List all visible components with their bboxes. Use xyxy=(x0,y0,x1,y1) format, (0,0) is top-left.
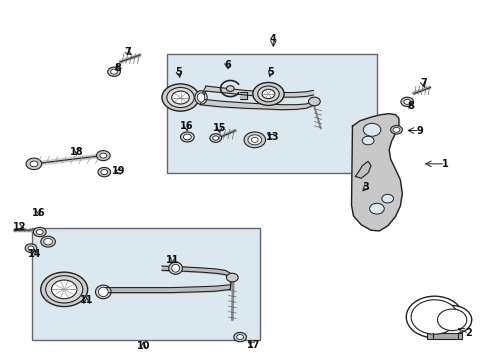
Circle shape xyxy=(226,86,234,91)
Circle shape xyxy=(253,82,284,105)
Circle shape xyxy=(44,238,52,245)
Text: 12: 12 xyxy=(13,222,26,231)
Circle shape xyxy=(213,136,219,140)
Text: 8: 8 xyxy=(408,101,415,111)
Text: 9: 9 xyxy=(416,126,423,135)
Circle shape xyxy=(251,137,258,142)
Circle shape xyxy=(41,272,88,307)
Ellipse shape xyxy=(172,264,179,272)
Text: 5: 5 xyxy=(268,67,274,77)
Text: 7: 7 xyxy=(420,78,427,88)
Circle shape xyxy=(100,153,107,158)
Circle shape xyxy=(244,132,266,148)
Text: 16: 16 xyxy=(180,121,193,131)
Circle shape xyxy=(108,67,121,76)
Text: 16: 16 xyxy=(32,208,46,218)
Text: 17: 17 xyxy=(247,340,261,350)
Circle shape xyxy=(98,167,111,177)
Circle shape xyxy=(234,332,246,342)
Text: 10: 10 xyxy=(137,341,150,351)
Bar xyxy=(427,333,462,338)
Text: 2: 2 xyxy=(466,328,472,338)
Circle shape xyxy=(41,236,55,247)
Circle shape xyxy=(51,280,77,299)
Ellipse shape xyxy=(98,287,108,297)
Circle shape xyxy=(172,91,189,104)
Ellipse shape xyxy=(195,91,207,104)
Ellipse shape xyxy=(197,93,205,102)
Bar xyxy=(167,54,377,173)
Circle shape xyxy=(438,309,467,330)
Circle shape xyxy=(26,158,42,170)
Circle shape xyxy=(369,203,384,214)
Circle shape xyxy=(46,276,83,303)
Circle shape xyxy=(262,89,275,99)
Ellipse shape xyxy=(96,285,111,299)
Text: 3: 3 xyxy=(363,182,369,192)
Text: 8: 8 xyxy=(115,63,122,73)
Circle shape xyxy=(411,300,458,334)
Text: 13: 13 xyxy=(266,132,280,142)
Circle shape xyxy=(101,170,108,175)
Circle shape xyxy=(391,126,402,134)
Circle shape xyxy=(237,334,244,339)
Circle shape xyxy=(36,229,43,234)
Circle shape xyxy=(25,244,37,252)
Polygon shape xyxy=(355,161,371,178)
Circle shape xyxy=(167,87,194,108)
Text: 1: 1 xyxy=(442,159,449,169)
Circle shape xyxy=(97,150,110,161)
Text: 19: 19 xyxy=(112,166,126,176)
Circle shape xyxy=(180,132,194,142)
Text: 11: 11 xyxy=(80,295,94,305)
Text: 7: 7 xyxy=(124,46,131,57)
Text: 5: 5 xyxy=(175,67,182,77)
Text: 18: 18 xyxy=(70,147,83,157)
Circle shape xyxy=(433,306,472,334)
Ellipse shape xyxy=(169,262,182,274)
Circle shape xyxy=(258,86,279,102)
Circle shape xyxy=(210,134,221,142)
Bar xyxy=(32,228,260,339)
Circle shape xyxy=(401,97,414,107)
Circle shape xyxy=(362,136,374,145)
Circle shape xyxy=(382,194,393,203)
Circle shape xyxy=(309,97,320,106)
Polygon shape xyxy=(351,114,402,231)
Text: 14: 14 xyxy=(28,248,42,258)
Text: 6: 6 xyxy=(224,59,231,69)
Circle shape xyxy=(226,273,238,282)
Circle shape xyxy=(248,135,262,145)
Text: 11: 11 xyxy=(166,255,179,265)
Text: 4: 4 xyxy=(270,35,277,44)
Circle shape xyxy=(30,161,38,167)
Circle shape xyxy=(393,127,400,132)
Circle shape xyxy=(33,227,46,237)
Circle shape xyxy=(183,134,191,140)
Circle shape xyxy=(111,69,118,74)
Circle shape xyxy=(406,296,463,338)
Text: 15: 15 xyxy=(213,123,226,133)
Circle shape xyxy=(363,123,381,136)
Circle shape xyxy=(162,84,199,111)
Circle shape xyxy=(28,246,34,250)
Polygon shape xyxy=(240,92,247,99)
Circle shape xyxy=(404,99,411,104)
